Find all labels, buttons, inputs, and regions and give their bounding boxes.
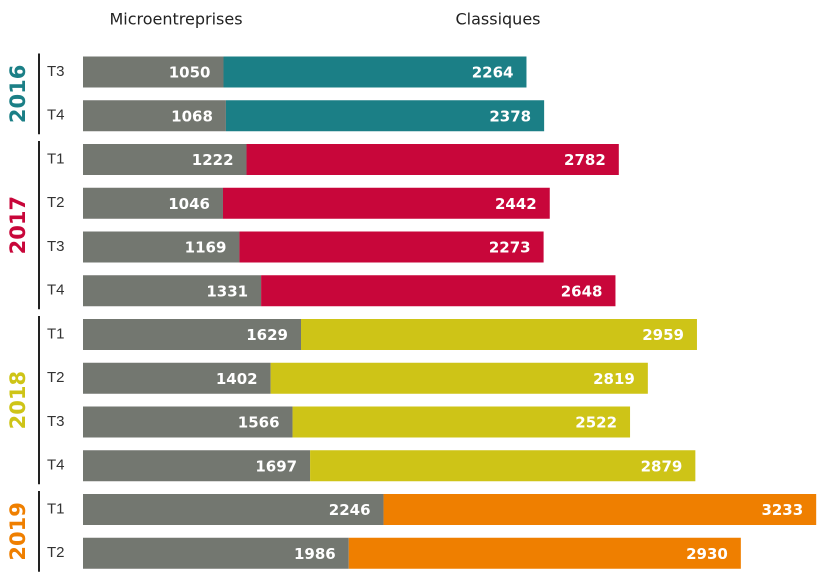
data-label: 2648 bbox=[561, 282, 603, 300]
y-tick-label: T4 bbox=[47, 107, 65, 124]
bar-segment bbox=[83, 494, 384, 525]
data-label: 3233 bbox=[761, 501, 803, 519]
data-label: 1050 bbox=[169, 64, 211, 82]
legend-label: Classiques bbox=[455, 10, 540, 29]
data-label: 1331 bbox=[206, 282, 248, 300]
bar-segment bbox=[348, 537, 741, 569]
bar-segment bbox=[300, 319, 697, 350]
bar-segment bbox=[83, 275, 262, 307]
data-label: 1068 bbox=[171, 107, 213, 125]
bar-segment bbox=[225, 100, 545, 132]
bar-segment bbox=[239, 231, 544, 263]
data-label: 2378 bbox=[489, 107, 531, 125]
data-label: 2522 bbox=[575, 414, 617, 432]
data-label: 1222 bbox=[192, 151, 234, 169]
group-label: 2018 bbox=[6, 371, 30, 429]
data-label: 1402 bbox=[216, 370, 258, 388]
data-label: 2246 bbox=[329, 501, 371, 519]
data-label: 1169 bbox=[185, 239, 227, 257]
data-label: 2782 bbox=[564, 151, 606, 169]
data-label: 1046 bbox=[168, 195, 210, 213]
bar-segment bbox=[83, 537, 349, 569]
data-label: 2273 bbox=[489, 239, 531, 257]
y-tick-label: T4 bbox=[47, 282, 65, 299]
bar-segment bbox=[83, 231, 240, 263]
data-label: 1986 bbox=[294, 545, 336, 563]
data-label: 1629 bbox=[246, 326, 288, 344]
data-label: 2879 bbox=[641, 457, 683, 475]
y-tick-label: T3 bbox=[47, 413, 65, 430]
legend-label: Microentreprises bbox=[109, 10, 242, 29]
y-tick-label: T3 bbox=[47, 238, 65, 255]
bar-segment bbox=[83, 406, 293, 438]
y-tick-label: T1 bbox=[47, 325, 65, 342]
bar-segment bbox=[83, 319, 301, 350]
bar-segment bbox=[383, 494, 817, 525]
data-label: 2264 bbox=[472, 64, 514, 82]
group-label: 2016 bbox=[6, 65, 30, 123]
bar-segment bbox=[223, 56, 527, 88]
bar-segment bbox=[310, 450, 696, 482]
y-tick-label: T4 bbox=[47, 457, 65, 474]
y-tick-label: T1 bbox=[47, 500, 65, 517]
bar-segment bbox=[270, 362, 648, 394]
data-label: 1697 bbox=[255, 457, 297, 475]
data-label: 2442 bbox=[495, 195, 537, 213]
y-tick-label: T3 bbox=[47, 63, 65, 80]
bar-segment bbox=[83, 56, 224, 88]
bar-segment bbox=[83, 187, 223, 219]
bar-segment bbox=[292, 406, 631, 438]
data-label: 2959 bbox=[642, 326, 684, 344]
bar-segment bbox=[83, 362, 271, 394]
group-label: 2017 bbox=[6, 196, 30, 254]
y-tick-label: T1 bbox=[47, 150, 65, 167]
data-label: 2819 bbox=[593, 370, 635, 388]
y-tick-label: T2 bbox=[47, 544, 65, 561]
y-tick-label: T2 bbox=[47, 369, 65, 386]
data-label: 2930 bbox=[686, 545, 728, 563]
data-label: 1566 bbox=[238, 414, 280, 432]
bar-segment bbox=[222, 187, 550, 219]
bar-segment bbox=[83, 450, 311, 482]
bar-segment bbox=[83, 100, 226, 132]
y-tick-label: T2 bbox=[47, 194, 65, 211]
bar-segment bbox=[83, 144, 247, 175]
group-label: 2019 bbox=[6, 502, 30, 560]
bar-segment bbox=[261, 275, 616, 307]
bar-segment bbox=[246, 144, 619, 175]
